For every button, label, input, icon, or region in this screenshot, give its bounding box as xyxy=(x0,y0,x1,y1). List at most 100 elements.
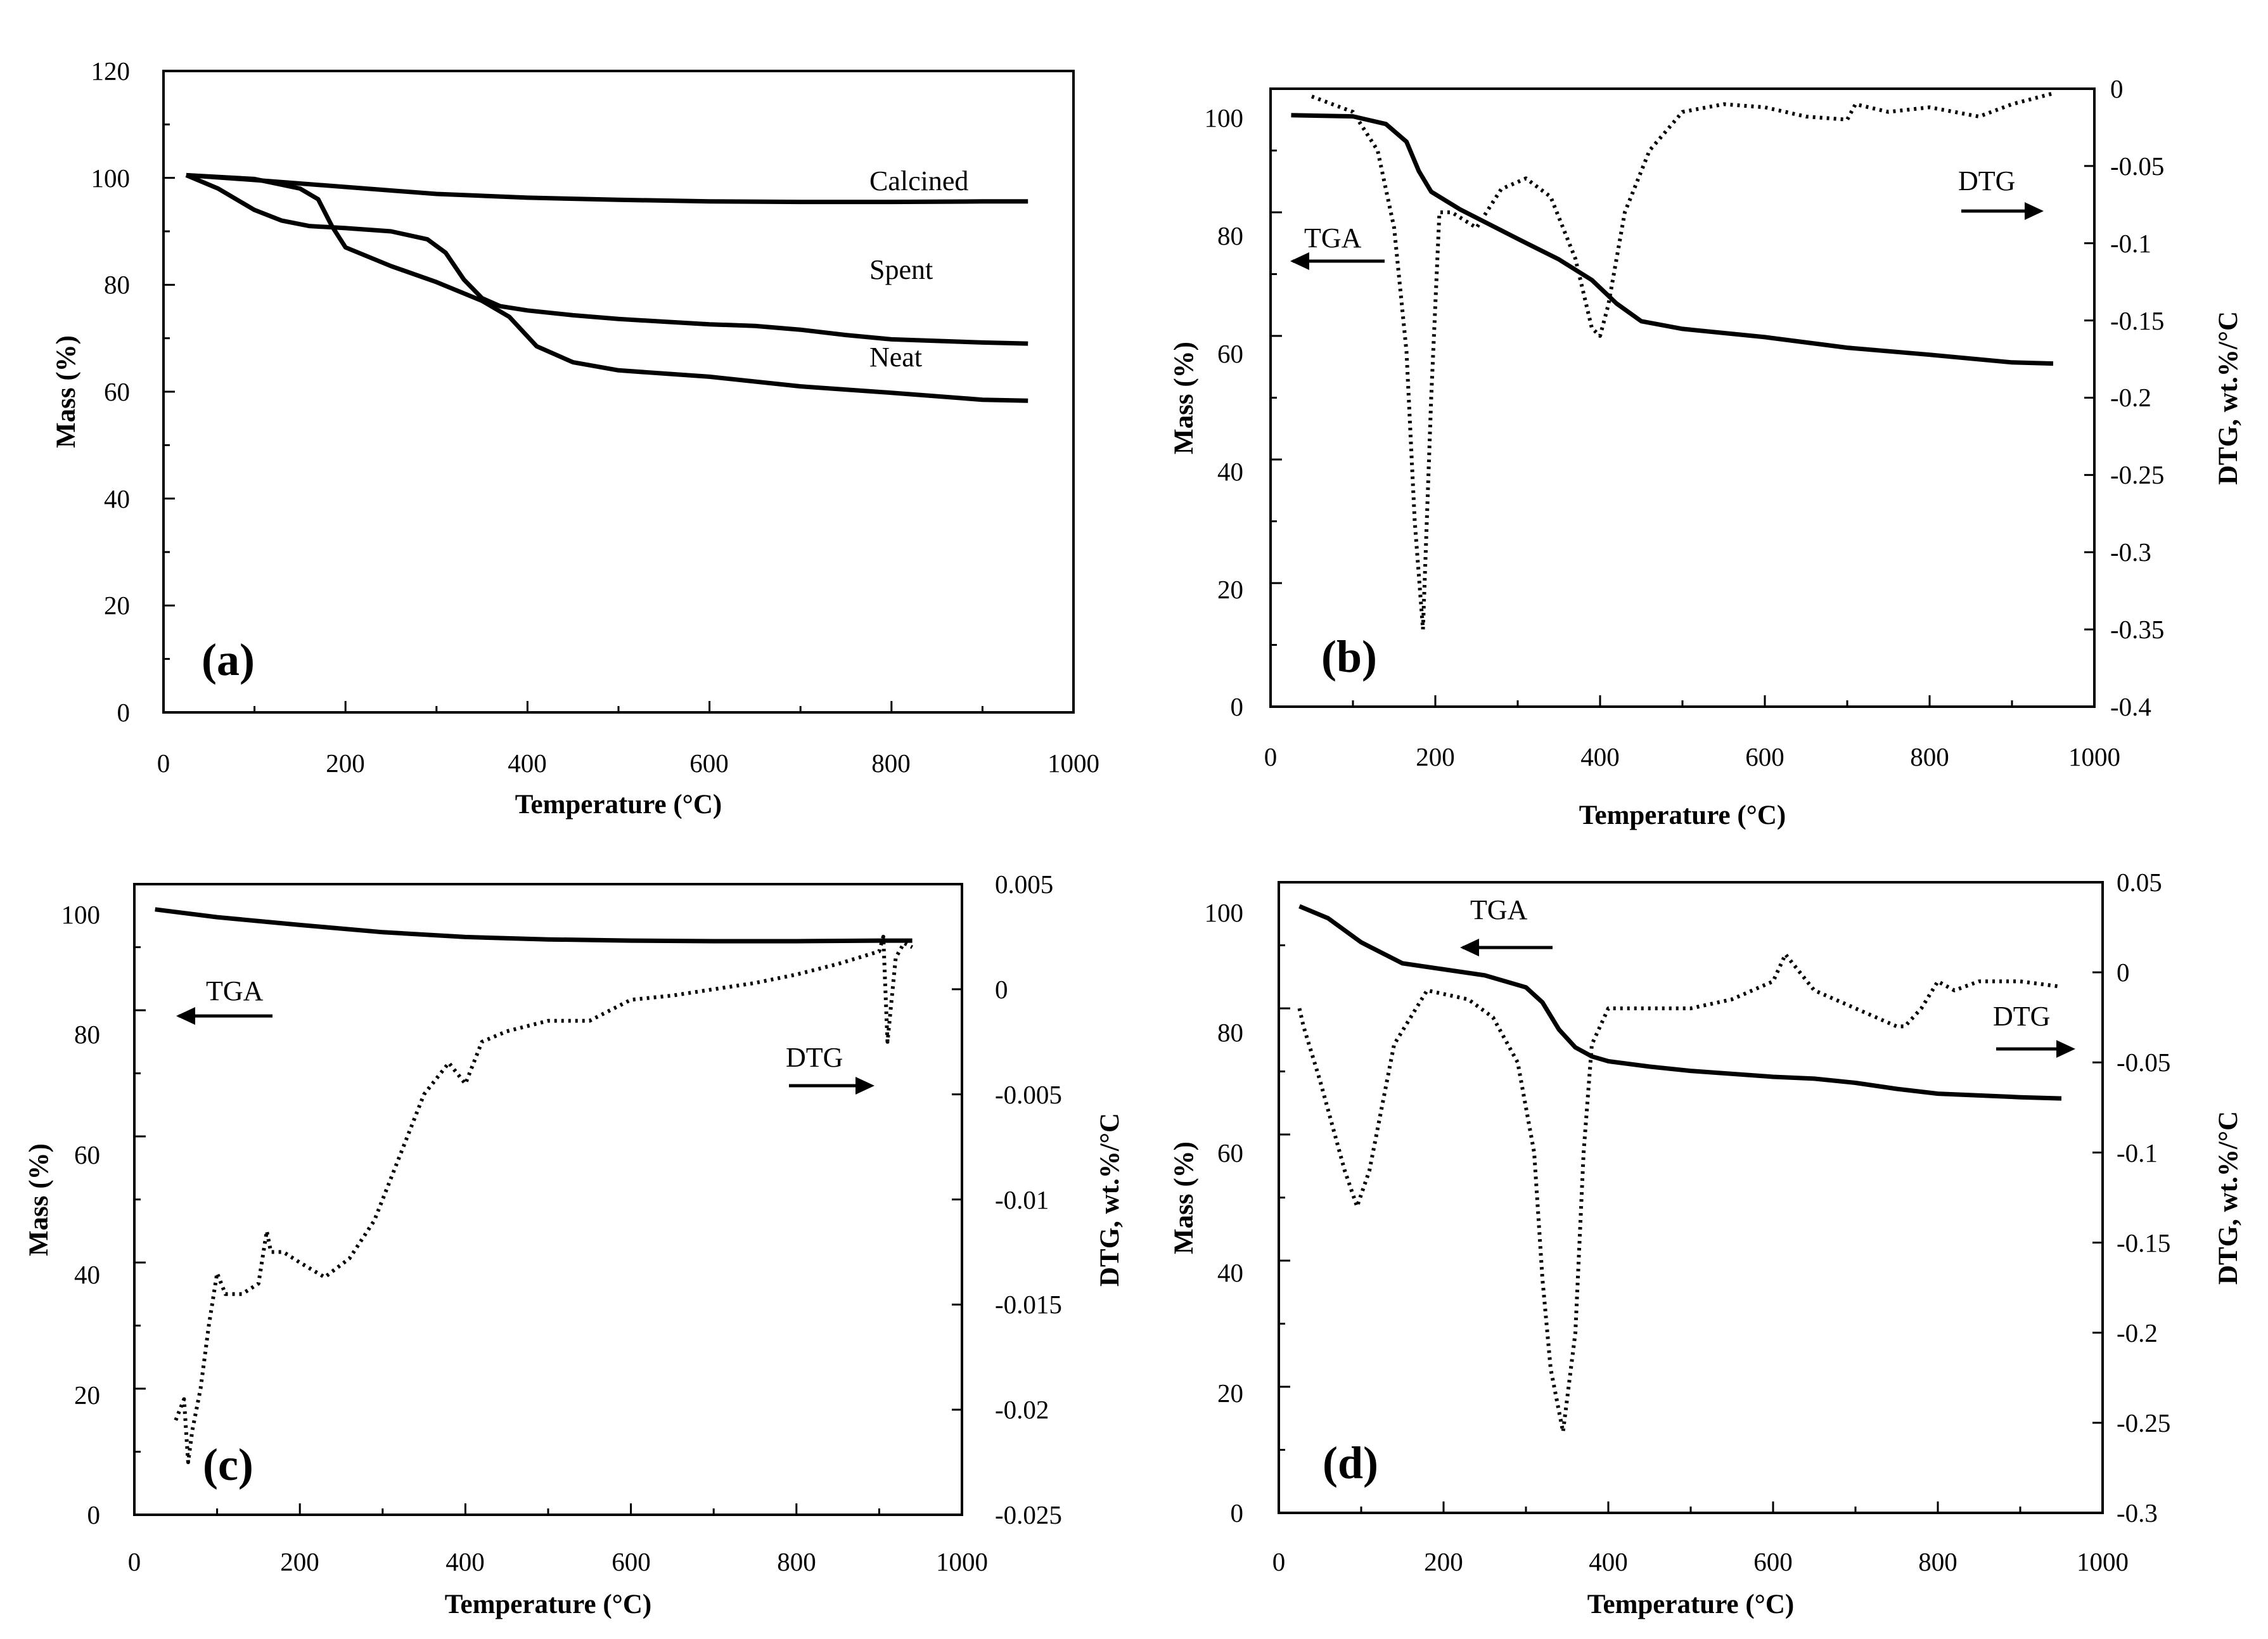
panel-c-y2-axis-title: DTG, wt.%/°C xyxy=(1095,1113,1125,1287)
panel-c-y2-tick-0: 0 xyxy=(995,975,1008,1004)
panel-d-x-tick-200: 200 xyxy=(1424,1547,1463,1576)
panel-b-x-tick-600: 600 xyxy=(1745,742,1784,771)
panel-b-x-tick-1000: 1000 xyxy=(2068,742,2120,771)
panel-b-tag: (b) xyxy=(1321,631,1377,682)
panel-d-x-tick-0: 0 xyxy=(1272,1547,1286,1576)
panel-a-y-tick-120: 120 xyxy=(91,56,131,86)
panel-b-y2-tick-m0-2: -0.2 xyxy=(2110,383,2151,412)
panel-c-x-tick-800: 800 xyxy=(777,1547,816,1576)
panel-d-x-tick-1000: 1000 xyxy=(2077,1547,2129,1576)
panel-b-y-tick-0: 0 xyxy=(1231,692,1244,721)
panel-d-y2-tick-m0-2: -0.2 xyxy=(2117,1318,2158,1347)
panel-a-x-tick-0: 0 xyxy=(157,749,170,778)
panel-b-dtg-arrow xyxy=(1961,202,2044,220)
panel-b-y2-tick-m0-35: -0.35 xyxy=(2110,615,2164,644)
panel-c-y-tick-60: 60 xyxy=(74,1140,100,1169)
panel-c-y-tick-100: 100 xyxy=(61,900,101,929)
panel-a-spent-line xyxy=(185,173,1028,346)
panel-b: TGA DTG (b) Temperature (°C) Mass (%) DT… xyxy=(1169,74,2243,830)
panel-b-y-tick-100: 100 xyxy=(1205,103,1244,132)
panel-b-y2-tick-m0-15: -0.15 xyxy=(2110,306,2164,335)
panel-d-x-tick-600: 600 xyxy=(1753,1547,1793,1576)
panel-d-y-tick-0: 0 xyxy=(1231,1498,1244,1527)
panel-b-y2-tick-m0-4: -0.4 xyxy=(2110,692,2151,721)
panel-d-dtg-arrow xyxy=(1996,1040,2075,1058)
panel-b-y2-tick-m0-05: -0.05 xyxy=(2110,151,2164,181)
panel-d-plot-frame xyxy=(1278,881,2104,1514)
panel-a-y-tick-20: 20 xyxy=(104,591,130,620)
panel-d-tga-arrow xyxy=(1460,939,1553,956)
panel-b-x-tick-200: 200 xyxy=(1416,742,1455,771)
panel-d-y-tick-100: 100 xyxy=(1205,898,1244,927)
panel-d-y-tick-60: 60 xyxy=(1217,1138,1243,1167)
panel-d-y2-tick-0: 0 xyxy=(2117,958,2130,987)
panel-c-tga-line xyxy=(155,907,913,944)
panel-a-calcined-line xyxy=(186,172,1028,205)
panel-a-y-tick-40: 40 xyxy=(104,484,130,513)
panel-c-y2-tick-m0-025: -0.025 xyxy=(995,1500,1062,1529)
panel-a-x-tick-800: 800 xyxy=(871,749,911,778)
panel-d: TGA DTG (d) Temperature (°C) Mass (%) DT… xyxy=(1169,868,2243,1619)
panel-d-y-axis-title: Mass (%) xyxy=(1169,1141,1199,1254)
panel-d-x-tick-400: 400 xyxy=(1589,1547,1628,1576)
panel-a-x-tick-1000: 1000 xyxy=(1048,749,1099,778)
panel-d-y2-tick-m0-1: -0.1 xyxy=(2117,1138,2158,1167)
panel-b-x-axis-title: Temperature (°C) xyxy=(1579,800,1786,830)
panel-b-y-tick-60: 60 xyxy=(1217,339,1243,368)
panel-c: TGA DTG (c) Temperature (°C) Mass (%) DT… xyxy=(24,870,1125,1619)
panel-a-y-tick-100: 100 xyxy=(91,164,131,193)
panel-a-neat-line xyxy=(186,172,1028,403)
panel-c-x-tick-400: 400 xyxy=(445,1547,485,1576)
panel-c-tga-arrow xyxy=(176,1007,272,1025)
panel-b-x-tick-400: 400 xyxy=(1580,742,1620,771)
panel-d-tga-line xyxy=(1298,904,2062,1101)
panel-a-x-axis-title: Temperature (°C) xyxy=(515,790,722,820)
panel-a-y-tick-60: 60 xyxy=(104,377,130,406)
panel-a-y-axis-title: Mass (%) xyxy=(51,335,81,448)
panel-c-x-axis-title: Temperature (°C) xyxy=(445,1590,652,1619)
panel-d-y2-axis-title: DTG, wt.%/°C xyxy=(2214,1111,2243,1285)
panel-b-y2-axis-title: DTG, wt.%/°C xyxy=(2214,311,2243,485)
panel-d-y2-tick-m0-3: -0.3 xyxy=(2117,1498,2158,1527)
panel-a-annotation-calcined: Calcined xyxy=(869,165,968,196)
panel-c-annotation-dtg: DTG xyxy=(786,1042,843,1073)
panel-c-y2-tick-m0-015: -0.015 xyxy=(995,1290,1062,1319)
panel-c-x-tick-1000: 1000 xyxy=(936,1547,988,1576)
panel-b-x-tick-0: 0 xyxy=(1264,742,1278,771)
panel-d-y2-tick-0-05: 0.05 xyxy=(2117,868,2162,897)
panel-c-y2-tick-m0-01: -0.01 xyxy=(995,1185,1049,1214)
panel-d-y2-tick-m0-15: -0.15 xyxy=(2117,1228,2170,1257)
panel-d-x-axis-title: Temperature (°C) xyxy=(1587,1590,1795,1619)
panel-b-annotation-dtg: DTG xyxy=(1958,165,2015,196)
panel-c-y-axis-title: Mass (%) xyxy=(24,1143,54,1256)
panel-a-x-tick-200: 200 xyxy=(326,749,365,778)
panel-b-y-tick-40: 40 xyxy=(1217,457,1243,486)
panel-d-y2-tick-m0-25: -0.25 xyxy=(2117,1408,2170,1437)
panel-b-tga-line xyxy=(1291,113,2054,366)
panel-a-tag: (a) xyxy=(202,634,255,685)
panel-c-y2-tick-m0-02: -0.02 xyxy=(995,1395,1049,1424)
panel-b-y-axis-title: Mass (%) xyxy=(1169,342,1199,454)
panel-c-y-tick-40: 40 xyxy=(74,1260,100,1289)
panel-c-y2-tick-0-005: 0.005 xyxy=(995,870,1053,899)
panel-d-annotation-tga: TGA xyxy=(1470,894,1528,925)
panel-c-x-tick-200: 200 xyxy=(280,1547,319,1576)
panel-a-y-tick-0: 0 xyxy=(117,698,131,727)
panel-c-y-tick-80: 80 xyxy=(74,1020,100,1049)
panel-c-y-tick-0: 0 xyxy=(87,1500,101,1529)
panel-d-tag: (d) xyxy=(1323,1437,1378,1488)
panel-a-x-tick-600: 600 xyxy=(689,749,729,778)
panel-a: Calcined Spent Neat (a) Temperature (°C)… xyxy=(51,56,1099,820)
panel-b-annotation-tga: TGA xyxy=(1304,222,1362,254)
panel-a-annotation-spent: Spent xyxy=(869,254,933,285)
panel-d-y2-tick-m0-05: -0.05 xyxy=(2117,1048,2170,1077)
panel-c-dtg-line xyxy=(174,934,913,1465)
panel-c-dtg-arrow xyxy=(789,1077,875,1095)
panel-d-dtg-line xyxy=(1297,952,2062,1434)
panel-b-y2-tick-m0-3: -0.3 xyxy=(2110,537,2151,567)
panel-c-tag: (c) xyxy=(203,1439,253,1490)
panel-d-y-tick-20: 20 xyxy=(1217,1379,1243,1408)
panel-d-x-tick-800: 800 xyxy=(1918,1547,1957,1576)
panel-c-annotation-tga: TGA xyxy=(206,975,264,1006)
